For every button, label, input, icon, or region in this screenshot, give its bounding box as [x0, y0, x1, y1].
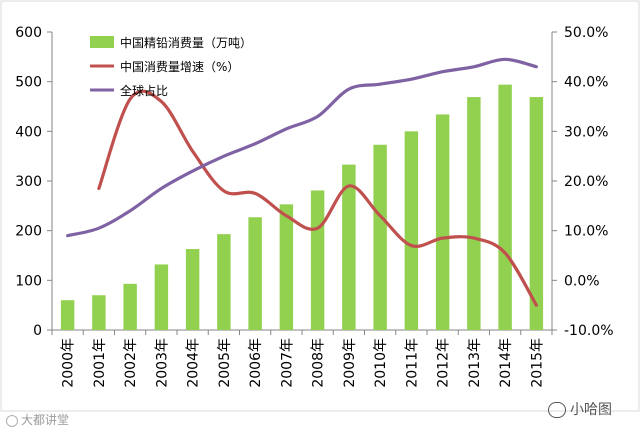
legend-swatch-bar [90, 36, 114, 48]
y-left-tick-label: 500 [15, 75, 42, 91]
x-tick-label: 2008年 [311, 338, 327, 388]
y-left-tick-label: 400 [15, 124, 42, 140]
y-left-tick-label: 600 [15, 25, 42, 41]
x-tick-label: 2010年 [373, 338, 389, 388]
watermark-logo-icon [6, 414, 18, 427]
bar [279, 204, 294, 330]
x-tick-label: 2002年 [123, 338, 139, 388]
x-tick-label: 2011年 [404, 338, 420, 388]
bar [404, 131, 419, 330]
wechat-logo-icon [548, 402, 566, 418]
bar [342, 164, 356, 330]
bar [248, 217, 262, 330]
bar [529, 97, 544, 331]
x-tick-label: 2003年 [154, 338, 170, 388]
x-tick-label: 2013年 [467, 338, 483, 388]
global-share-line [66, 57, 538, 238]
bar [92, 295, 106, 330]
watermark-left-text: 大都讲堂 [21, 413, 70, 427]
legend-label: 全球占比 [120, 83, 168, 98]
x-tick-label: 2000年 [61, 338, 77, 388]
bar [373, 144, 387, 330]
watermark-right: 小哈图 [548, 399, 612, 419]
x-tick-label: 2005年 [217, 338, 233, 388]
x-tick-label: 2014年 [498, 338, 514, 388]
legend-label: 中国精铅消费量（万吨） [120, 35, 252, 50]
y-right-tick-label: 50.0% [564, 25, 608, 41]
x-tick-label: 2004年 [186, 338, 202, 388]
x-tick-label: 2015年 [529, 338, 545, 388]
bar [154, 264, 169, 330]
bar [217, 234, 231, 330]
y-right-tick-label: 0.0% [564, 273, 600, 289]
bar [123, 283, 137, 330]
y-right-tick-label: 30.0% [564, 124, 608, 140]
bar [310, 190, 325, 330]
bar [498, 84, 512, 330]
bar [60, 300, 75, 330]
legend-label: 中国消费量增速（%） [120, 59, 239, 74]
y-left-tick-label: 200 [15, 224, 42, 240]
x-tick-label: 2001年 [92, 338, 108, 388]
bar [185, 249, 200, 330]
legend: 中国精铅消费量（万吨） 中国消费量增速（%） 全球占比 [90, 35, 252, 98]
x-tick-label: 2009年 [342, 338, 358, 388]
y-left-tick-label: 0 [33, 323, 42, 339]
bar [467, 97, 481, 331]
y-right-tick-label: 40.0% [564, 75, 608, 91]
y-right-tick-label: -10.0% [564, 323, 614, 339]
y-right-tick-label: 10.0% [564, 224, 608, 240]
y-right-tick-label: 20.0% [564, 174, 608, 190]
x-tick-label: 2006年 [248, 338, 264, 388]
line-series [66, 57, 538, 307]
growth-rate-line [97, 89, 538, 307]
x-axis-labels: 2000年 2001年 2002年 2003年 2004年 2005年 2006年 2007年… [61, 338, 546, 388]
x-tick-label: 2012年 [436, 338, 452, 388]
watermark-left: 大都讲堂 [6, 411, 69, 428]
x-tick-label: 2007年 [279, 338, 295, 388]
axes: 0 100 200 300 400 500 600 -10.0% 0.0% 10.0% 20.0% 3… [15, 25, 613, 339]
watermark-right-text: 小哈图 [570, 402, 612, 418]
y-left-tick-label: 300 [15, 174, 42, 190]
bar [435, 114, 450, 331]
y-left-tick-label: 100 [15, 273, 42, 289]
